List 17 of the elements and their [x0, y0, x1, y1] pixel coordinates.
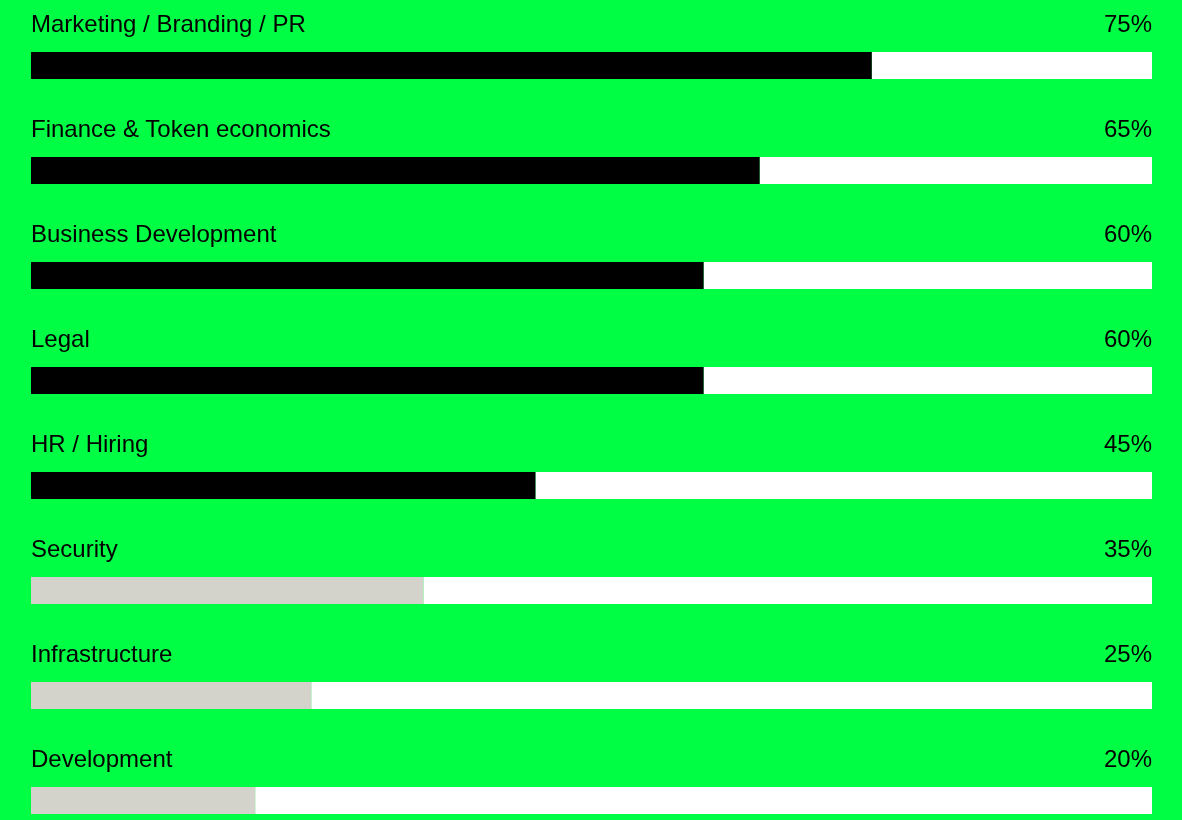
y-tick-label: Finance & Token economics [31, 115, 331, 142]
bar [31, 787, 256, 814]
y-tick-label: HR / Hiring [31, 430, 149, 457]
y-tick-label: Marketing / Branding / PR [31, 10, 306, 37]
y-tick-label: Development [31, 745, 173, 772]
data-label: 75% [1103, 10, 1152, 37]
data-label: 60% [1103, 325, 1152, 352]
data-label: 60% [1103, 220, 1152, 247]
y-tick-label: Infrastructure [31, 640, 173, 667]
y-tick-label: Business Development [31, 220, 277, 247]
data-label: 45% [1103, 430, 1152, 457]
data-label: 20% [1103, 745, 1152, 772]
data-label: 25% [1103, 640, 1152, 667]
data-label: 65% [1103, 115, 1152, 142]
y-tick-label: Legal [31, 325, 90, 352]
y-tick-label: Security [31, 535, 118, 562]
data-label: 35% [1103, 535, 1152, 562]
